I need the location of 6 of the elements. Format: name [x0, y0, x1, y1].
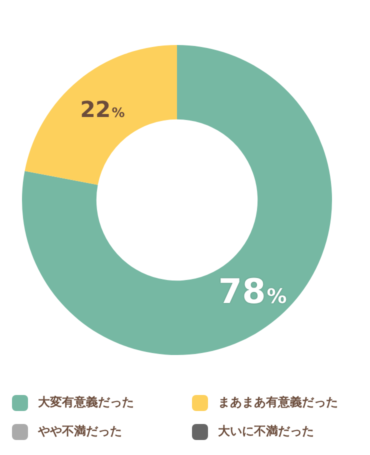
data-label: 22%: [80, 98, 125, 124]
legend-label: 大変有意義だった: [38, 394, 134, 411]
legend-label: まあまあ有意義だった: [218, 394, 338, 411]
legend-label: 大いに不満だった: [218, 423, 314, 440]
legend-label: やや不満だった: [38, 423, 122, 440]
data-label: 78%: [218, 272, 287, 312]
